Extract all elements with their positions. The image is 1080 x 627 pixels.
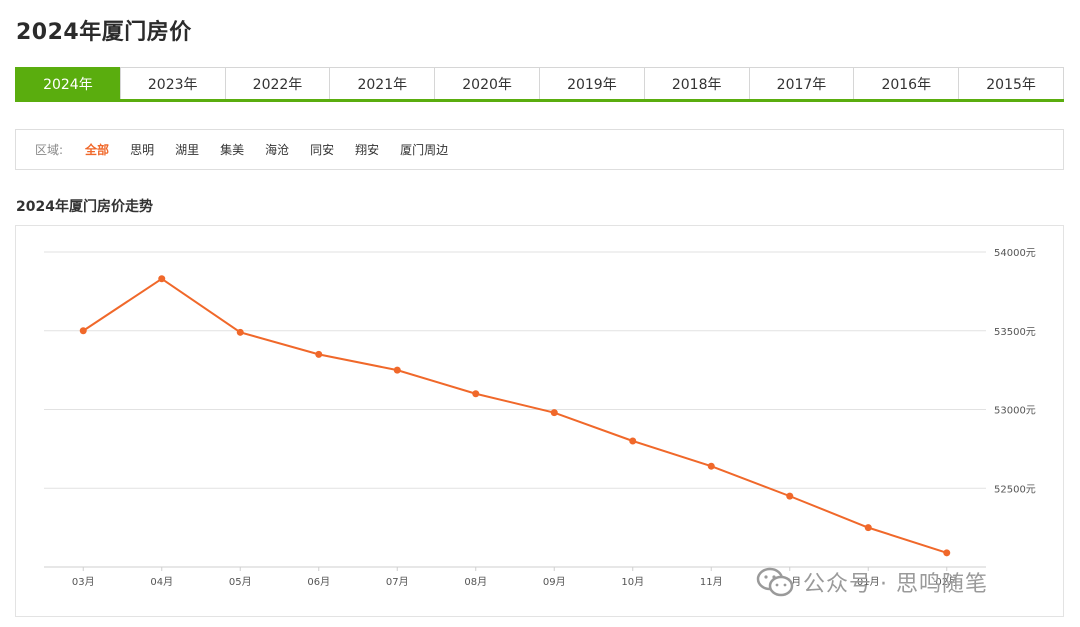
data-point xyxy=(629,437,637,445)
y-tick-label: 53000元 xyxy=(994,406,1036,417)
x-tick-label: 06月 xyxy=(307,576,330,588)
region-filter-bar: 区域: 全部 思明 湖里 集美 海沧 同安 翔安 厦门周边 xyxy=(15,129,1064,170)
tab-year-2024[interactable]: 2024年 xyxy=(15,67,121,99)
tab-year-2015[interactable]: 2015年 xyxy=(958,67,1064,99)
data-point xyxy=(472,390,480,398)
chart-container: 52500元 53000元 53500元 54000元 03月 04月 05月 06月 07月 0… xyxy=(15,225,1064,617)
watermark-text: 公众号 · 思鸣随笔 xyxy=(803,572,988,597)
page-title: 2024年厦门房价 xyxy=(16,20,192,45)
region-filter-list: 全部 思明 湖里 集美 海沧 同安 翔安 厦门周边 xyxy=(85,141,469,158)
region-filter-label: 区域: xyxy=(35,143,64,157)
data-point xyxy=(864,524,872,532)
watermark: 公众号 · 思鸣随笔 xyxy=(755,566,988,598)
region-item-7[interactable]: 厦门周边 xyxy=(400,143,449,157)
y-tick-label: 54000元 xyxy=(994,248,1036,259)
region-item-2[interactable]: 湖里 xyxy=(175,143,200,157)
x-tick-label: 04月 xyxy=(150,576,173,588)
y-tick-label: 52500元 xyxy=(994,484,1036,495)
region-item-3[interactable]: 集美 xyxy=(220,143,245,157)
tab-year-2021[interactable]: 2021年 xyxy=(329,67,436,99)
wechat-icon xyxy=(756,567,794,597)
series-line xyxy=(82,277,948,554)
region-item-4[interactable]: 海沧 xyxy=(265,143,290,157)
data-point xyxy=(158,275,166,283)
data-point xyxy=(79,327,87,335)
region-item-1[interactable]: 思明 xyxy=(130,143,155,157)
x-tick-label: 09月 xyxy=(543,576,566,588)
y-tick-label: 53500元 xyxy=(994,327,1036,338)
x-tick-label: 11月 xyxy=(700,576,723,588)
chart-title: 2024年厦门房价走势 xyxy=(16,199,153,215)
x-tick-label: 10月 xyxy=(621,576,644,588)
data-point xyxy=(236,328,244,336)
x-tick-label: 08月 xyxy=(464,576,487,588)
x-tick-label: 02月 xyxy=(935,576,958,588)
data-point xyxy=(393,366,401,374)
price-trend-chart: 52500元 53000元 53500元 54000元 03月 04月 05月 06月 07月 0… xyxy=(44,248,1036,588)
tab-year-2018[interactable]: 2018年 xyxy=(643,67,750,99)
region-item-6[interactable]: 翔安 xyxy=(355,143,380,157)
x-tick-label: 07月 xyxy=(386,576,409,588)
data-point xyxy=(707,462,715,470)
x-tick-label: 01月 xyxy=(857,576,880,588)
data-point xyxy=(315,350,323,358)
tab-year-2017[interactable]: 2017年 xyxy=(748,67,855,99)
tab-year-2020[interactable]: 2020年 xyxy=(434,67,540,99)
tab-year-2016[interactable]: 2016年 xyxy=(853,67,960,99)
data-point xyxy=(943,549,951,557)
x-tick-label: 05月 xyxy=(229,576,252,588)
data-point xyxy=(550,409,558,417)
year-tabs: 2024年 2023年 2022年 2021年 2020年 2019年 2018年 2017年… xyxy=(15,67,1064,102)
region-item-0[interactable]: 全部 xyxy=(85,143,110,157)
tab-year-2022[interactable]: 2022年 xyxy=(224,67,331,99)
tab-year-2023[interactable]: 2023年 xyxy=(119,67,226,99)
data-point xyxy=(786,492,794,500)
tab-year-2019[interactable]: 2019年 xyxy=(538,67,645,99)
region-item-5[interactable]: 同安 xyxy=(310,143,335,157)
x-tick-label: 03月 xyxy=(72,576,95,588)
